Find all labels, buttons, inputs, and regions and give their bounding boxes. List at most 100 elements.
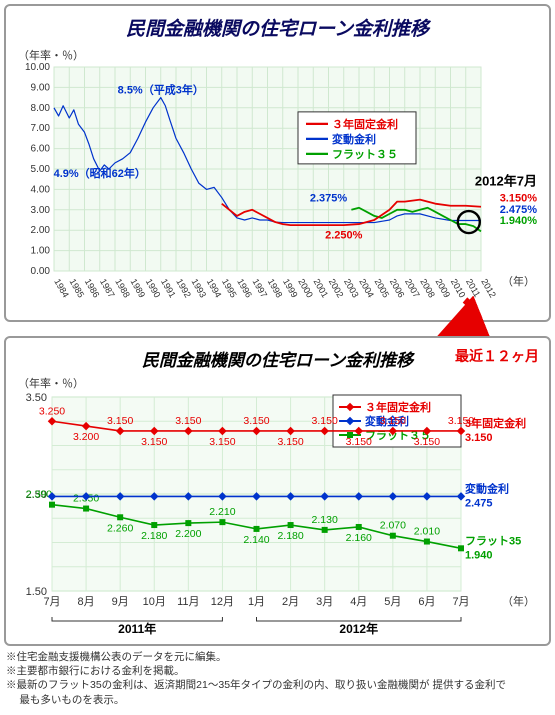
svg-text:2.375%: 2.375% bbox=[310, 193, 348, 205]
svg-text:3月: 3月 bbox=[316, 596, 333, 608]
chart2-svg: 1.502.503.507月8月9月10月11月12月1月2月3月4月5月6月7… bbox=[16, 391, 541, 641]
svg-text:2.180: 2.180 bbox=[277, 530, 303, 542]
svg-text:1.940%: 1.940% bbox=[500, 215, 538, 227]
svg-text:2007: 2007 bbox=[403, 277, 422, 299]
svg-text:（年）: （年） bbox=[502, 594, 535, 608]
svg-text:2012年7月: 2012年7月 bbox=[475, 173, 537, 188]
svg-text:3.150: 3.150 bbox=[414, 436, 440, 448]
svg-text:変動金利: 変動金利 bbox=[465, 481, 509, 495]
chart1-y-axis-label: （年率・％） bbox=[18, 47, 539, 63]
svg-text:3.150: 3.150 bbox=[380, 415, 406, 427]
chart1-title: 民間金融機関の住宅ローン金利推移 bbox=[16, 14, 539, 41]
svg-text:2010: 2010 bbox=[449, 277, 468, 299]
svg-text:1991: 1991 bbox=[159, 277, 178, 299]
svg-text:1986: 1986 bbox=[83, 277, 102, 299]
svg-text:2012: 2012 bbox=[479, 277, 498, 299]
svg-text:3.150: 3.150 bbox=[312, 415, 338, 427]
svg-text:3.150: 3.150 bbox=[465, 432, 493, 444]
svg-text:2.260: 2.260 bbox=[107, 522, 133, 534]
svg-text:3.150%: 3.150% bbox=[500, 193, 538, 205]
svg-text:2001: 2001 bbox=[312, 277, 331, 299]
svg-text:3.150: 3.150 bbox=[209, 436, 235, 448]
svg-text:1999: 1999 bbox=[281, 277, 300, 299]
svg-text:変動金利: 変動金利 bbox=[332, 132, 376, 146]
svg-text:3.250: 3.250 bbox=[39, 405, 65, 417]
chart1-plot: 0.00 1.00 2.00 3.00 4.00 5.00 6.00 7.00 8.00 9.00… bbox=[16, 63, 539, 315]
svg-text:2.140: 2.140 bbox=[243, 534, 269, 546]
svg-text:2.160: 2.160 bbox=[346, 532, 372, 544]
svg-text:（年）: （年） bbox=[502, 274, 535, 288]
svg-text:7月: 7月 bbox=[43, 596, 60, 608]
panel-top-longterm: 民間金融機関の住宅ローン金利推移 （年率・％） 0.00 1.00 2.00 3.00… bbox=[4, 4, 551, 322]
svg-text:3.150: 3.150 bbox=[175, 415, 201, 427]
svg-text:1990: 1990 bbox=[144, 277, 163, 299]
svg-text:6.00: 6.00 bbox=[31, 144, 51, 155]
chart1-svg: 0.00 1.00 2.00 3.00 4.00 5.00 6.00 7.00 8.00 9.00… bbox=[16, 63, 541, 315]
svg-text:8.00: 8.00 bbox=[31, 103, 51, 114]
svg-text:1月: 1月 bbox=[248, 596, 265, 608]
svg-text:2.070: 2.070 bbox=[380, 520, 406, 532]
svg-text:4.00: 4.00 bbox=[31, 184, 51, 195]
chart2-subtitle: 最近１２ヶ月 bbox=[455, 346, 539, 366]
svg-text:1984: 1984 bbox=[52, 277, 71, 299]
svg-text:3.150: 3.150 bbox=[141, 436, 167, 448]
svg-text:1988: 1988 bbox=[113, 277, 132, 299]
svg-text:1987: 1987 bbox=[98, 277, 117, 299]
chart2-plot: 1.502.503.507月8月9月10月11月12月1月2月3月4月5月6月7… bbox=[16, 391, 539, 641]
svg-text:2.475: 2.475 bbox=[465, 497, 493, 509]
svg-text:9.00: 9.00 bbox=[31, 82, 51, 93]
svg-text:2011: 2011 bbox=[464, 277, 482, 299]
svg-text:フラット３５: フラット３５ bbox=[332, 148, 398, 161]
svg-text:2.200: 2.200 bbox=[175, 528, 201, 540]
footnote-line: ※住宅金融支援機構公表のデータを元に編集。 bbox=[6, 650, 549, 664]
svg-text:2002: 2002 bbox=[327, 277, 346, 299]
svg-text:3.200: 3.200 bbox=[73, 431, 99, 443]
svg-text:2.010: 2.010 bbox=[414, 526, 440, 538]
svg-text:9月: 9月 bbox=[112, 596, 129, 608]
svg-text:2.210: 2.210 bbox=[209, 506, 235, 518]
svg-text:2003: 2003 bbox=[342, 277, 361, 299]
svg-text:4.9%（昭和62年）: 4.9%（昭和62年） bbox=[54, 166, 146, 180]
svg-text:10月: 10月 bbox=[143, 596, 166, 608]
svg-text:３年固定金利: ３年固定金利 bbox=[365, 400, 431, 414]
svg-text:1.00: 1.00 bbox=[31, 246, 51, 257]
svg-text:0.00: 0.00 bbox=[31, 266, 51, 277]
svg-text:フラット35: フラット35 bbox=[465, 534, 521, 547]
svg-text:2012年: 2012年 bbox=[339, 621, 378, 636]
svg-text:1992: 1992 bbox=[174, 277, 193, 299]
svg-text:2006: 2006 bbox=[388, 277, 407, 299]
svg-text:3.00: 3.00 bbox=[31, 205, 51, 216]
svg-text:2.130: 2.130 bbox=[312, 514, 338, 526]
svg-text:8月: 8月 bbox=[78, 596, 95, 608]
svg-text:1989: 1989 bbox=[129, 277, 148, 299]
svg-text:1985: 1985 bbox=[68, 277, 87, 299]
svg-text:1997: 1997 bbox=[251, 277, 270, 299]
svg-text:３年固定金利: ３年固定金利 bbox=[332, 117, 398, 131]
svg-text:2004: 2004 bbox=[357, 277, 376, 299]
svg-text:3.50: 3.50 bbox=[26, 392, 47, 404]
svg-text:8.5%（平成3年）: 8.5%（平成3年） bbox=[118, 83, 204, 97]
svg-text:1994: 1994 bbox=[205, 277, 224, 299]
svg-text:2.390: 2.390 bbox=[26, 489, 52, 501]
svg-text:2.475%: 2.475% bbox=[500, 204, 538, 216]
svg-text:11月: 11月 bbox=[177, 596, 199, 608]
chart2-y-axis-label: （年率・％） bbox=[18, 375, 539, 391]
svg-text:1996: 1996 bbox=[235, 277, 254, 299]
svg-text:2008: 2008 bbox=[418, 277, 437, 299]
svg-text:7.00: 7.00 bbox=[31, 123, 51, 134]
svg-text:5.00: 5.00 bbox=[31, 164, 51, 175]
svg-text:1.940: 1.940 bbox=[465, 549, 493, 561]
svg-text:2.250%: 2.250% bbox=[325, 229, 363, 241]
svg-text:10.00: 10.00 bbox=[25, 63, 50, 73]
svg-text:2009: 2009 bbox=[434, 277, 453, 299]
svg-text:3.150: 3.150 bbox=[346, 436, 372, 448]
svg-text:3.150: 3.150 bbox=[243, 415, 269, 427]
svg-text:1998: 1998 bbox=[266, 277, 285, 299]
footnotes: ※住宅金融支援機構公表のデータを元に編集。 ※主要都市銀行における金利を掲載。 … bbox=[6, 650, 549, 707]
footnote-line: ※主要都市銀行における金利を掲載。 bbox=[6, 664, 549, 678]
svg-text:6月: 6月 bbox=[418, 596, 435, 608]
panel-bottom-12month: 民間金融機関の住宅ローン金利推移 最近１２ヶ月 （年率・％） 1.502.503… bbox=[4, 336, 551, 646]
svg-text:2005: 2005 bbox=[373, 277, 392, 299]
svg-text:1995: 1995 bbox=[220, 277, 239, 299]
svg-text:2.00: 2.00 bbox=[31, 225, 51, 236]
